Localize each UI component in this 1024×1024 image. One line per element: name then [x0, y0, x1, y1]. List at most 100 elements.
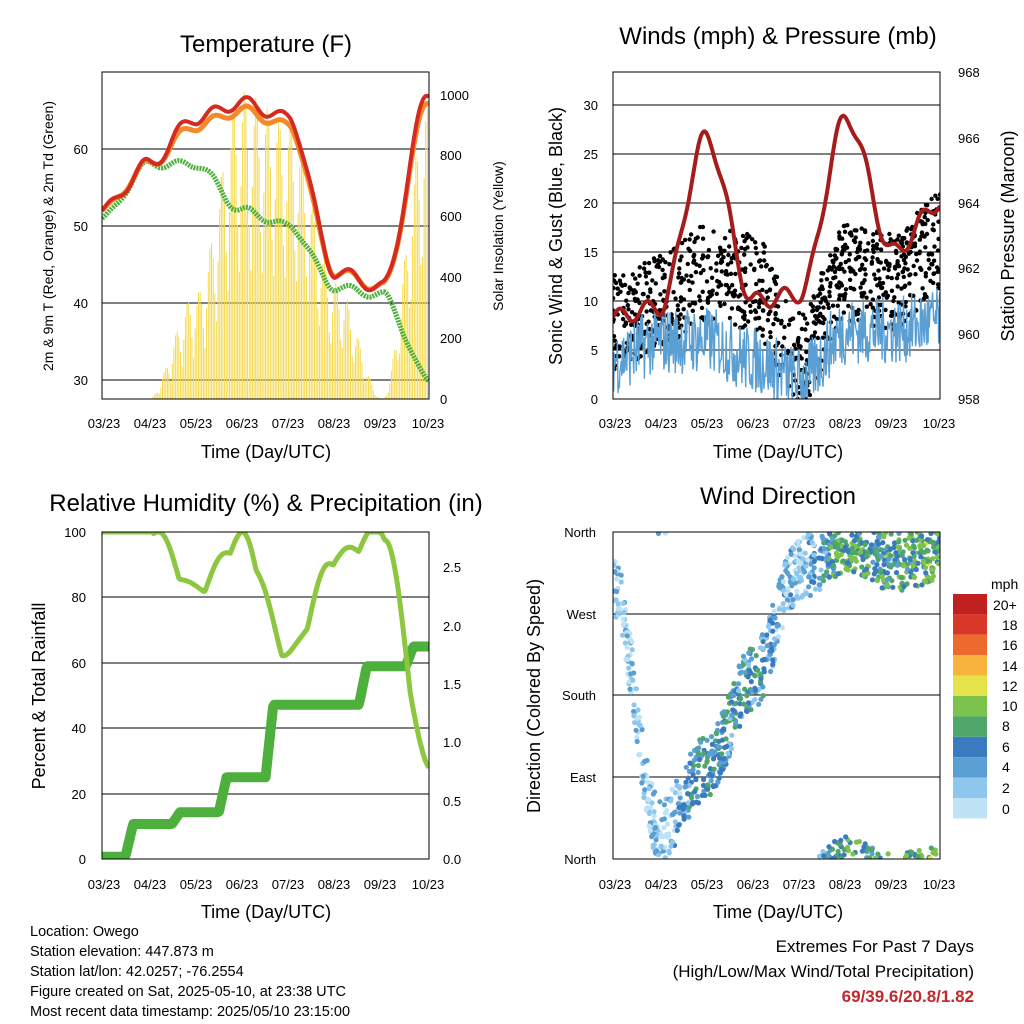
- direction-point: [792, 553, 798, 559]
- gust-point: [804, 337, 809, 342]
- gust-point: [870, 297, 876, 302]
- gust-point: [757, 325, 763, 331]
- gust-point: [779, 321, 784, 326]
- gust-point: [735, 306, 741, 312]
- direction-point: [805, 532, 811, 538]
- direction-point: [650, 831, 656, 837]
- gust-point: [681, 277, 687, 282]
- direction-point: [647, 827, 653, 833]
- gust-point: [704, 279, 710, 284]
- legend-swatch: [953, 736, 987, 758]
- gust-point: [675, 307, 681, 313]
- gust-point: [719, 269, 724, 274]
- direction-point: [693, 777, 699, 783]
- gust-point: [774, 274, 780, 280]
- gust-point: [896, 233, 901, 238]
- direction-point: [630, 677, 636, 683]
- tick-label: North: [564, 852, 596, 867]
- x-tick-label: 10/23: [412, 877, 445, 892]
- gust-point: [820, 314, 825, 320]
- direction-point: [753, 687, 759, 693]
- pressure-series: [613, 113, 940, 324]
- legend-label: 10: [1002, 698, 1018, 714]
- direction-point: [838, 837, 844, 844]
- direction-point: [785, 570, 791, 577]
- direction-point: [929, 567, 935, 573]
- direction-point: [911, 543, 917, 549]
- gust-point: [657, 253, 663, 259]
- gust-point: [718, 303, 723, 308]
- winds-panel: Winds (mph) & Pressure (mb) Sonic Wind &…: [546, 23, 1018, 462]
- gust-point: [913, 272, 918, 277]
- direction-point: [683, 779, 689, 786]
- gust-point: [760, 287, 765, 293]
- direction-point: [781, 606, 787, 612]
- direction-point: [820, 849, 826, 855]
- gust-point: [852, 239, 858, 245]
- gust-point: [757, 278, 762, 283]
- direction-point: [872, 566, 878, 572]
- winds-gridlines: [613, 104, 940, 351]
- gust-point: [795, 337, 801, 343]
- x-tick-label: 04/23: [134, 416, 167, 431]
- direction-point: [676, 822, 682, 828]
- gust-point: [807, 392, 813, 398]
- direction-point: [832, 838, 838, 845]
- gust-point: [722, 301, 727, 307]
- x-tick-label: 09/23: [364, 877, 397, 892]
- direction-point: [661, 825, 667, 831]
- gust-point: [917, 237, 922, 242]
- direction-point: [904, 566, 911, 572]
- direction-point: [758, 671, 764, 678]
- gust-point: [935, 196, 940, 201]
- gust-point: [835, 303, 840, 308]
- gust-point: [903, 299, 908, 305]
- direction-point: [741, 701, 747, 707]
- gust-point: [922, 214, 927, 220]
- gust-point: [764, 262, 769, 268]
- gust-point: [613, 273, 617, 278]
- gust-point: [855, 249, 860, 255]
- direction-point: [670, 811, 676, 817]
- direction-point: [780, 601, 786, 607]
- direction-point: [731, 681, 737, 687]
- gust-point: [821, 271, 826, 276]
- gust-point: [653, 281, 658, 286]
- direction-point: [914, 537, 920, 544]
- gust-point: [842, 229, 848, 234]
- direction-point: [651, 813, 657, 819]
- direction-point: [811, 552, 817, 558]
- direction-point: [924, 537, 931, 543]
- direction-point: [688, 751, 694, 757]
- direction-point: [735, 688, 742, 694]
- direction-point: [821, 853, 827, 859]
- gust-point: [637, 300, 642, 306]
- gust-point: [843, 291, 848, 297]
- tick-label: 60: [72, 656, 86, 671]
- tick-label: 200: [440, 331, 462, 346]
- tick-label: 1000: [440, 88, 469, 103]
- gust-point: [895, 259, 900, 264]
- gust-point: [707, 289, 712, 295]
- direction-point: [788, 551, 794, 558]
- gust-point: [905, 267, 910, 272]
- direction-point: [790, 576, 796, 582]
- gust-point: [685, 261, 690, 267]
- direction-point: [701, 788, 707, 795]
- gust-point: [828, 253, 833, 258]
- gust-point: [679, 240, 685, 246]
- gust-point: [920, 222, 925, 227]
- direction-point: [845, 844, 851, 851]
- tick-label: 962: [958, 261, 980, 276]
- direction-point: [758, 675, 764, 682]
- direction-point: [711, 766, 717, 772]
- gust-point: [874, 242, 880, 247]
- gust-point: [805, 321, 810, 326]
- direction-point: [673, 778, 680, 784]
- gust-point: [617, 278, 623, 283]
- gust-point: [767, 267, 773, 272]
- gust-point: [768, 309, 773, 314]
- gust-point: [690, 280, 695, 285]
- gust-point: [830, 303, 836, 308]
- gust-point: [837, 293, 842, 298]
